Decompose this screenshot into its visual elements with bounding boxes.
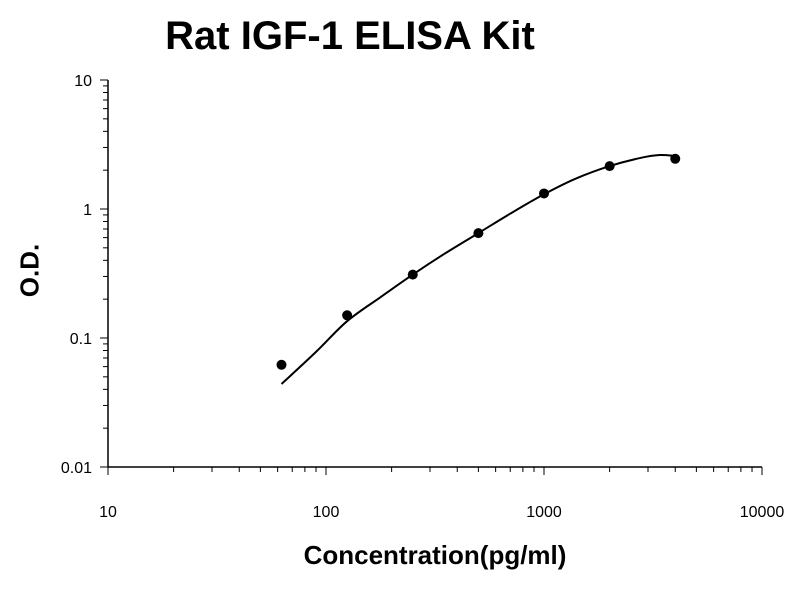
fit-curve bbox=[280, 153, 676, 385]
x-tick-label: 10000 bbox=[740, 504, 785, 521]
chart-title: Rat IGF-1 ELISA Kit bbox=[165, 14, 535, 58]
x-axis-label: Concentration(pg/ml) bbox=[303, 540, 567, 570]
x-tick-label: 100 bbox=[313, 504, 340, 521]
data-point bbox=[407, 269, 418, 280]
y-tick-label: 0.01 bbox=[61, 460, 92, 477]
y-tick-label: 0.1 bbox=[70, 331, 92, 348]
x-tick-label: 1000 bbox=[526, 504, 562, 521]
data-points bbox=[276, 153, 681, 370]
ticks: 10 100 1000 10000 0.01 0.1 1 10 bbox=[61, 73, 784, 521]
data-point bbox=[342, 310, 353, 321]
fit-curve-group bbox=[280, 153, 676, 385]
data-point bbox=[276, 359, 287, 370]
axes bbox=[107, 80, 762, 468]
data-point bbox=[604, 161, 615, 172]
x-tick-label: 10 bbox=[99, 504, 117, 521]
data-point bbox=[670, 153, 681, 164]
data-point bbox=[539, 188, 549, 199]
y-tick-label: 1 bbox=[83, 202, 92, 219]
data-point bbox=[473, 228, 484, 239]
y-tick-label: 10 bbox=[74, 73, 92, 90]
